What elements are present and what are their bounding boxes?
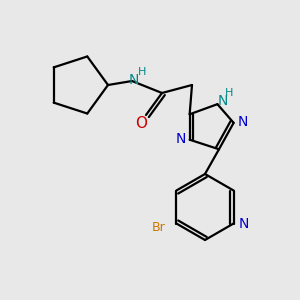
Text: O: O xyxy=(135,116,147,130)
Text: Br: Br xyxy=(152,221,165,234)
Text: H: H xyxy=(138,67,146,77)
Text: H: H xyxy=(225,88,234,98)
Text: N: N xyxy=(237,115,248,129)
Text: N: N xyxy=(176,132,186,146)
Text: N: N xyxy=(238,217,249,230)
Text: N: N xyxy=(217,94,228,108)
Text: N: N xyxy=(129,73,139,87)
